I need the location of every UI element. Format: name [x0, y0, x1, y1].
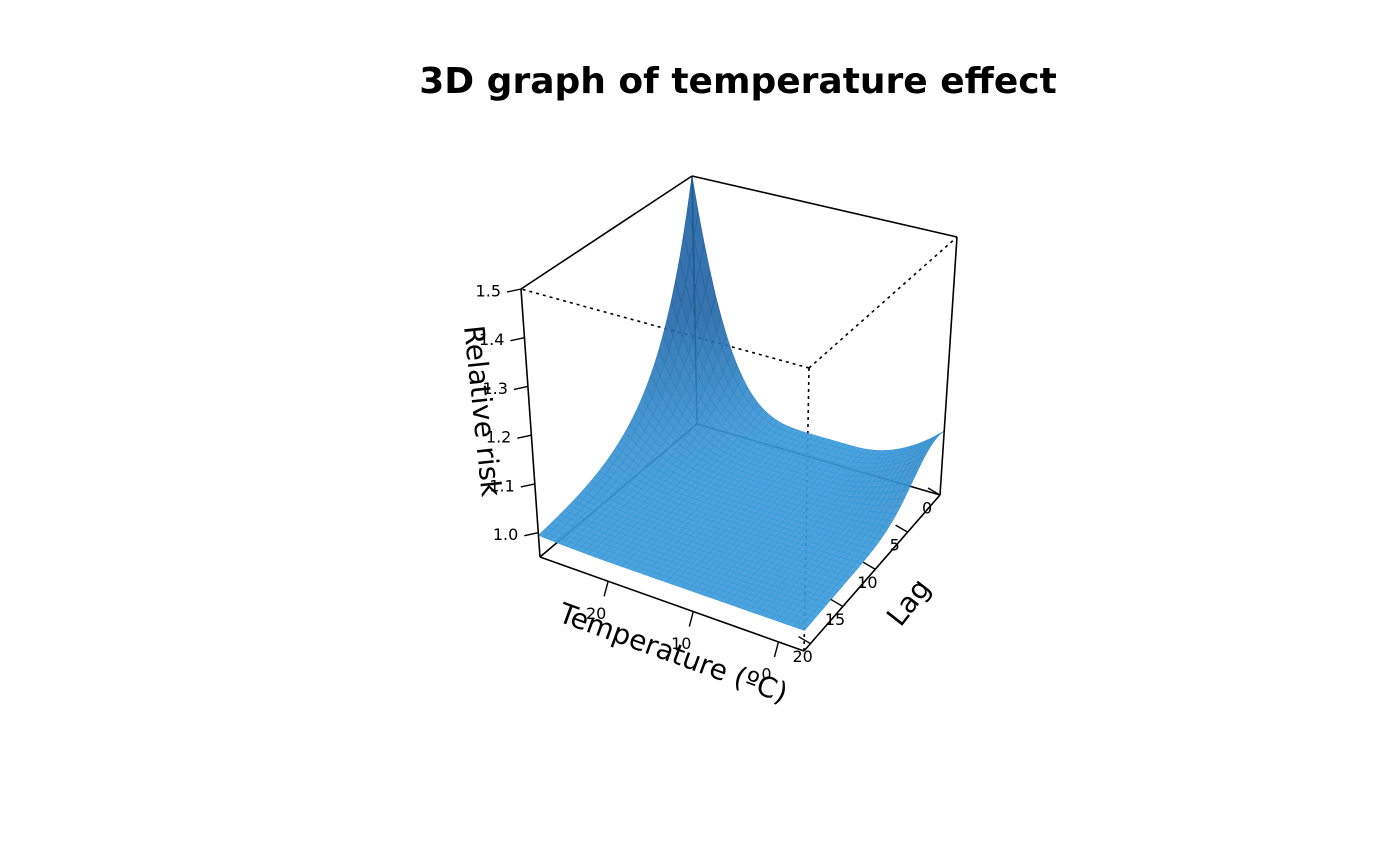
y-tick-mark: [927, 487, 941, 496]
x-tick-label: 0: [761, 664, 771, 683]
y-tick-mark: [895, 524, 908, 533]
x-tick-label: 20: [586, 604, 606, 623]
chart-title: 3D graph of temperature effect: [419, 61, 1057, 102]
y-tick-mark: [798, 635, 811, 645]
y-axis-title: Lag: [880, 572, 937, 632]
box-edge-3: [939, 236, 958, 496]
box-edge-0: [539, 556, 805, 652]
y-tick-mark: [830, 598, 844, 608]
risk-surface: [537, 175, 945, 631]
y-tick-label: 10: [857, 573, 877, 592]
z-axis-title: Relative risk: [457, 324, 508, 499]
hidden-edge-2: [808, 236, 958, 369]
visible-box-edges: [520, 175, 958, 652]
z-tick-label: 1.1: [489, 476, 514, 495]
z-tick-label: 1.5: [476, 282, 501, 301]
x-tick-label: 10: [671, 634, 691, 653]
z-tick-mark: [506, 288, 522, 293]
y-tick-label: 20: [792, 647, 812, 666]
surface-facet: [798, 623, 809, 631]
z-tick-mark: [520, 483, 535, 488]
box-edge-2: [520, 288, 541, 558]
y-tick-mark: [862, 561, 876, 570]
x-tick-mark: [773, 641, 780, 658]
z-tick-label: 1.0: [493, 525, 518, 544]
box-edge-5: [691, 175, 958, 238]
x-tick-mark: [603, 581, 609, 597]
y-tick-label: 15: [825, 610, 845, 629]
box-edge-1: [803, 494, 941, 652]
axis-ticks: 0 10 20 0 5 10 15 20 1.0 1.1 1.2 1.3 1.4 1.5: [476, 282, 941, 683]
z-tick-label: 1.4: [479, 330, 504, 349]
z-tick-mark: [524, 531, 539, 537]
z-tick-mark: [510, 337, 525, 342]
box-edge-4: [520, 175, 693, 290]
z-tick-mark: [513, 385, 529, 391]
z-tick-mark: [517, 434, 532, 439]
z-tick-label: 1.2: [486, 428, 511, 447]
y-tick-label: 5: [890, 536, 900, 555]
y-tick-label: 0: [922, 499, 932, 518]
x-tick-mark: [688, 611, 694, 627]
z-tick-label: 1.3: [482, 379, 507, 398]
